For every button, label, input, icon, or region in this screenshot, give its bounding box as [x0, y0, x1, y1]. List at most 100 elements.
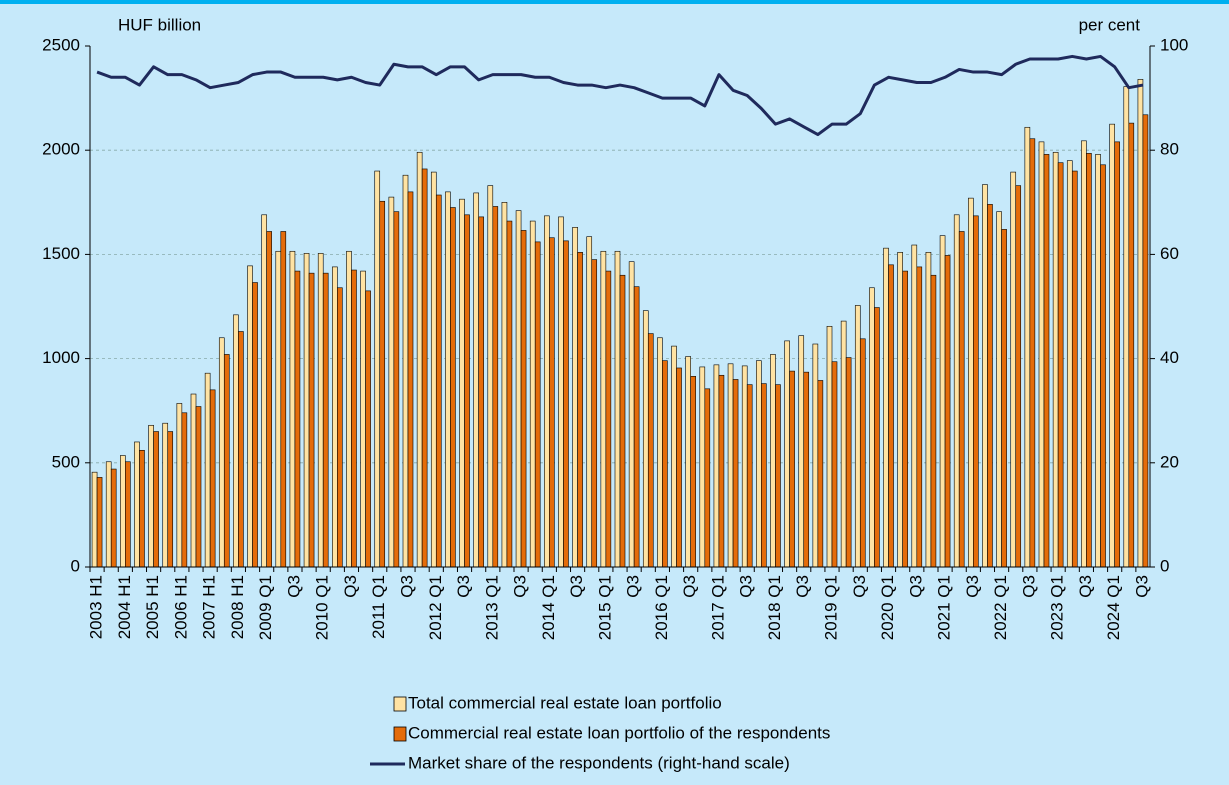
y-tick-label: 1500 — [42, 244, 80, 263]
bar — [303, 253, 310, 568]
x-tick-label: Q3 — [680, 575, 699, 598]
bar — [756, 360, 762, 568]
bar — [351, 269, 357, 568]
line — [96, 54, 1144, 137]
bar — [662, 360, 668, 568]
bar — [826, 325, 833, 568]
bar — [925, 252, 932, 568]
bar — [125, 461, 131, 568]
bar — [685, 356, 691, 568]
bar — [1001, 229, 1007, 568]
bar — [464, 214, 470, 568]
bar — [289, 250, 296, 568]
bar — [223, 354, 230, 568]
y2-tick-label: 100 — [1160, 35, 1188, 54]
bar — [379, 200, 386, 568]
bar — [1057, 162, 1064, 568]
bar — [365, 290, 371, 568]
bar — [91, 471, 98, 568]
bar — [859, 338, 866, 568]
bar — [1100, 164, 1106, 568]
y-axis-label: HUF billion — [118, 15, 201, 34]
bar — [699, 366, 706, 568]
bar — [930, 274, 937, 568]
bar — [1038, 141, 1045, 568]
bar — [473, 192, 479, 568]
x-tick-label: Q3 — [624, 575, 643, 598]
bar — [1142, 114, 1149, 568]
bar — [332, 266, 338, 568]
bar — [628, 261, 635, 568]
legend-label: Total commercial real estate loan portfo… — [408, 693, 722, 712]
legend-swatch — [393, 696, 407, 712]
top-strip — [0, 0, 1229, 4]
bar — [445, 191, 451, 568]
x-tick-label: 2004 H1 — [115, 575, 134, 639]
legend-label: Commercial real estate loan portfolio of… — [408, 723, 830, 742]
bar — [784, 340, 790, 568]
bar — [789, 370, 795, 568]
x-tick-label: 2006 H1 — [171, 575, 190, 639]
bar — [261, 214, 267, 568]
bar — [487, 185, 494, 568]
bar — [953, 214, 960, 568]
bar — [982, 184, 988, 568]
y-tick-label: 500 — [52, 452, 80, 471]
bar — [746, 384, 753, 568]
x-tick-label: 2014 Q1 — [539, 575, 558, 640]
bar — [718, 374, 725, 568]
bar — [761, 383, 767, 568]
bar — [591, 259, 598, 568]
bar — [1029, 138, 1036, 568]
bar — [416, 151, 423, 568]
x-tick-label: Q3 — [963, 575, 982, 598]
bar — [529, 220, 536, 568]
x-tick-label: 2018 Q1 — [765, 575, 784, 640]
bar — [266, 231, 272, 568]
bar — [713, 364, 720, 568]
bar — [845, 357, 852, 568]
bar — [902, 270, 908, 568]
bar — [105, 461, 112, 568]
bar — [676, 367, 682, 568]
x-tick-label: Q3 — [737, 575, 756, 598]
bar — [501, 202, 508, 568]
bar — [869, 287, 875, 568]
bar — [770, 354, 776, 568]
bar — [563, 240, 569, 568]
x-tick-label: 2022 Q1 — [991, 575, 1010, 640]
bar — [600, 250, 607, 568]
bar — [421, 168, 428, 568]
bar — [958, 231, 965, 568]
x-tick-label: 2012 Q1 — [426, 575, 445, 640]
bar — [176, 403, 183, 568]
bar — [346, 250, 352, 568]
bar — [642, 310, 649, 568]
x-tick-label: 2005 H1 — [143, 575, 162, 639]
bar — [534, 241, 541, 568]
bar — [605, 270, 612, 568]
y2-tick-label: 20 — [1160, 452, 1179, 471]
bar — [741, 365, 748, 568]
x-tick-label: Q3 — [793, 575, 812, 598]
bar — [308, 272, 315, 568]
bar — [987, 204, 993, 568]
bar — [134, 441, 140, 568]
bar — [393, 211, 400, 568]
x-tick-label: Q3 — [341, 575, 360, 598]
bar — [1010, 171, 1017, 568]
legend-swatch — [393, 726, 407, 742]
bar — [973, 215, 979, 568]
bar — [190, 393, 197, 568]
bar — [1128, 122, 1135, 568]
bar — [944, 255, 951, 568]
bar — [1114, 141, 1120, 568]
x-tick-label: 2016 Q1 — [652, 575, 671, 640]
y2-tick-label: 0 — [1160, 556, 1169, 575]
x-tick-label: Q3 — [567, 575, 586, 598]
bar — [690, 376, 696, 568]
bar — [317, 253, 324, 568]
bar — [831, 361, 838, 568]
bar — [1137, 79, 1144, 568]
